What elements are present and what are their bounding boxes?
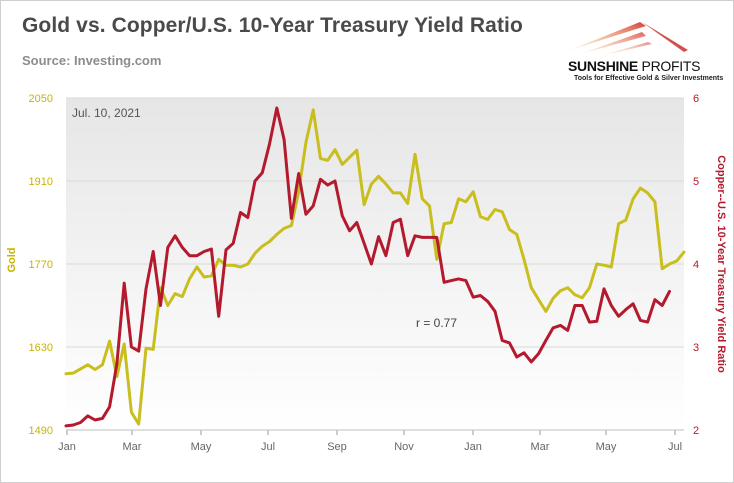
y-axis-left-label: Gold bbox=[6, 247, 18, 272]
series-lines bbox=[64, 106, 686, 428]
x-tick-label: Jan bbox=[464, 441, 482, 453]
y-left-tick-label: 1490 bbox=[29, 425, 53, 437]
ratio-line bbox=[64, 106, 671, 428]
x-tick-label: Jul bbox=[668, 441, 682, 453]
x-tick-label: Mar bbox=[123, 441, 142, 453]
logo-brand: SUNSHINE PROFITS bbox=[568, 58, 701, 74]
correlation-label: r = 0.77 bbox=[416, 316, 457, 330]
y-axis-left: 1490 1630 1770 1910 2050 bbox=[29, 93, 53, 437]
y-left-tick-label: 1770 bbox=[29, 259, 53, 271]
x-tick-label: Jul bbox=[261, 441, 275, 453]
x-tick-label: May bbox=[596, 441, 617, 453]
logo-tagline: Tools for Effective Gold & Silver Invest… bbox=[574, 75, 724, 82]
x-tick-label: Jan bbox=[58, 441, 76, 453]
x-tick-label: Sep bbox=[327, 441, 347, 453]
y-axis-right: 2 3 4 5 6 bbox=[693, 93, 699, 437]
y-right-tick-label: 2 bbox=[693, 425, 699, 437]
y-left-tick-label: 1630 bbox=[29, 342, 53, 354]
y-left-tick-label: 1910 bbox=[29, 176, 53, 188]
source-note: Source: Investing.com bbox=[22, 53, 162, 68]
page-title: Gold vs. Copper/U.S. 10-Year Treasury Yi… bbox=[22, 14, 523, 37]
x-tick-label: Mar bbox=[531, 441, 550, 453]
x-axis: Jan Mar May Jul Sep Nov Jan Mar May Jul bbox=[58, 429, 684, 453]
y-right-tick-label: 4 bbox=[693, 259, 699, 271]
logo-sun-rays-icon bbox=[570, 22, 688, 56]
y-right-tick-label: 6 bbox=[693, 93, 699, 105]
x-tick-label: May bbox=[191, 441, 212, 453]
x-tick-label: Nov bbox=[394, 441, 414, 453]
y-right-tick-label: 3 bbox=[693, 342, 699, 354]
annotation-date: Jul. 10, 2021 bbox=[72, 106, 141, 120]
sunshine-profits-logo: SUNSHINE PROFITS Tools for Effective Gol… bbox=[560, 12, 724, 82]
y-axis-right-label: Copper--U.S. 10-Year Treasury Yield Rati… bbox=[715, 155, 727, 373]
y-left-tick-label: 2050 bbox=[29, 93, 53, 105]
gold-line bbox=[64, 108, 686, 426]
y-right-tick-label: 5 bbox=[693, 176, 699, 188]
